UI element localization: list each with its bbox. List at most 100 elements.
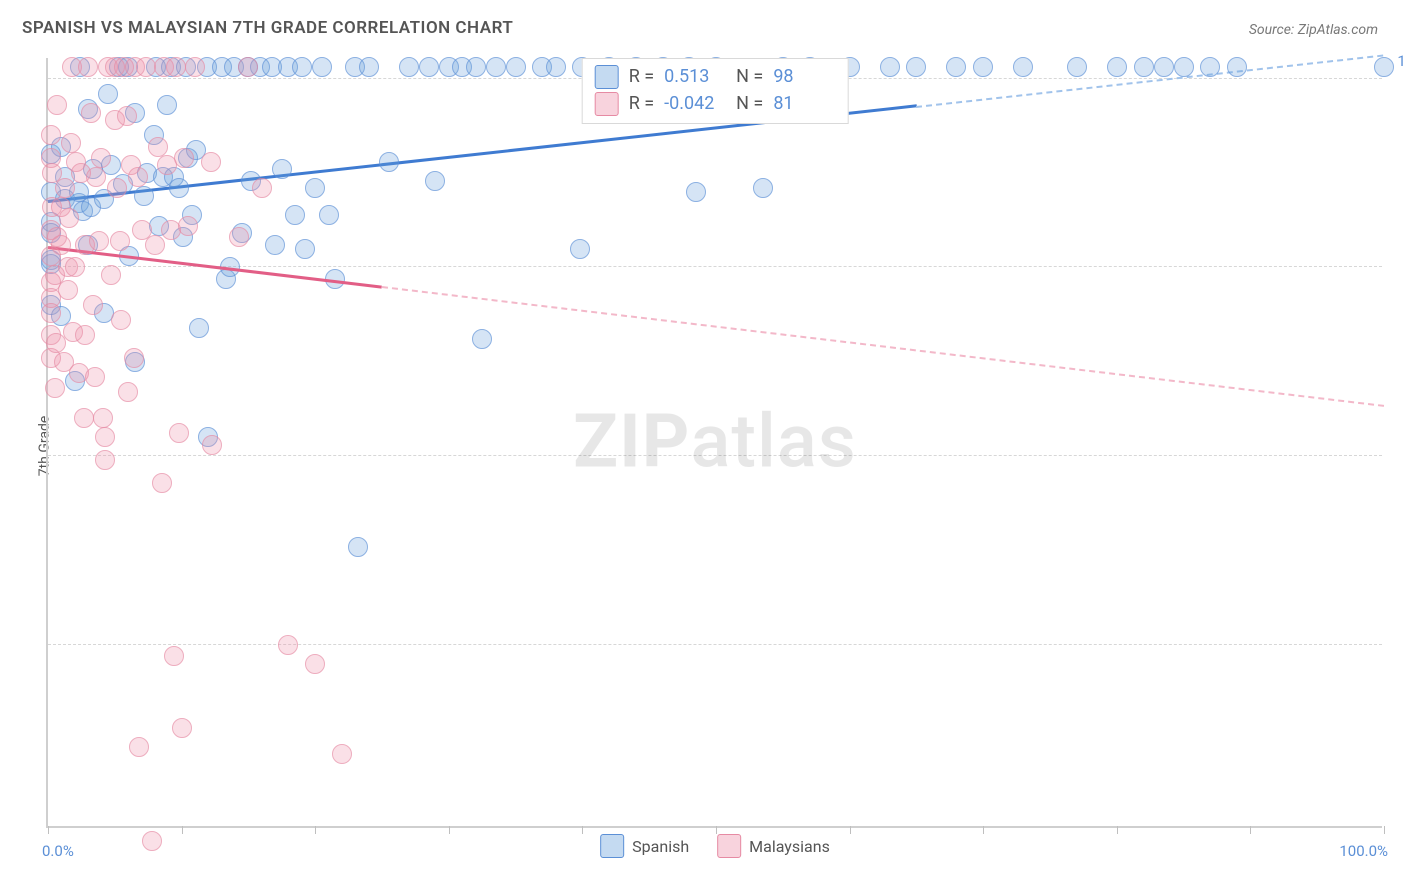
scatter-point: [148, 137, 168, 157]
scatter-point: [1227, 57, 1247, 77]
scatter-point: [1154, 57, 1174, 77]
x-tick: [48, 826, 49, 834]
n-value-spanish: 98: [773, 63, 835, 90]
scatter-point: [1174, 57, 1194, 77]
scatter-point: [65, 257, 85, 277]
legend-item-spanish: Spanish: [600, 834, 689, 858]
swatch-malaysian-icon: [717, 834, 741, 858]
scatter-point: [93, 408, 113, 428]
scatter-point: [466, 57, 486, 77]
scatter-point: [78, 57, 98, 77]
x-tick: [182, 826, 183, 834]
scatter-point: [58, 280, 78, 300]
scatter-point: [185, 57, 205, 77]
scatter-point: [74, 408, 94, 428]
r-value-spanish: 0.513: [664, 63, 726, 90]
scatter-point: [1374, 57, 1394, 77]
scatter-point: [75, 325, 95, 345]
scatter-point: [91, 148, 111, 168]
scatter-point: [169, 178, 189, 198]
x-tick: [983, 826, 984, 834]
scatter-point: [142, 831, 162, 851]
chart-title: SPANISH VS MALAYSIAN 7TH GRADE CORRELATI…: [22, 18, 513, 38]
scatter-point: [134, 186, 154, 206]
x-tick: [1117, 826, 1118, 834]
scatter-point: [55, 178, 75, 198]
scatter-point: [41, 125, 61, 145]
scatter-point: [305, 178, 325, 198]
scatter-point: [110, 231, 130, 251]
r-label: R =: [629, 63, 654, 90]
scatter-point: [686, 182, 706, 202]
scatter-point: [570, 239, 590, 259]
chart-source: Source: ZipAtlas.com: [1249, 22, 1378, 38]
scatter-point: [1107, 57, 1127, 77]
scatter-point: [172, 718, 192, 738]
scatter-point: [169, 423, 189, 443]
y-tick-label: 100.0%: [1397, 52, 1406, 70]
gridline: [48, 644, 1382, 645]
scatter-point: [880, 57, 900, 77]
scatter-point: [425, 171, 445, 191]
scatter-point: [348, 537, 368, 557]
scatter-point: [359, 57, 379, 77]
scatter-point: [145, 235, 165, 255]
x-tick: [449, 826, 450, 834]
scatter-point: [166, 57, 186, 77]
swatch-spanish-icon: [600, 834, 624, 858]
scatter-point: [202, 435, 222, 455]
scatter-point: [229, 227, 249, 247]
scatter-point: [107, 178, 127, 198]
gridline: [48, 266, 1382, 267]
scatter-point: [189, 318, 209, 338]
bottom-legend: Spanish Malaysians: [600, 834, 830, 858]
scatter-point: [946, 57, 966, 77]
scatter-point: [81, 103, 101, 123]
scatter-point: [238, 57, 258, 77]
x-tick: [716, 826, 717, 834]
scatter-point: [89, 231, 109, 251]
scatter-point: [178, 216, 198, 236]
scatter-point: [332, 744, 352, 764]
scatter-point: [46, 333, 66, 353]
scatter-point: [272, 159, 292, 179]
scatter-point: [95, 427, 115, 447]
legend-label-malaysian: Malaysians: [749, 837, 830, 856]
n-value-malaysian: 81: [773, 90, 835, 117]
scatter-point: [753, 178, 773, 198]
watermark-bold: ZIP: [573, 399, 690, 486]
legend-label-spanish: Spanish: [632, 837, 689, 856]
scatter-point: [164, 646, 184, 666]
gridline: [48, 455, 1382, 456]
scatter-point: [157, 95, 177, 115]
scatter-point: [86, 167, 106, 187]
scatter-point: [265, 235, 285, 255]
scatter-point: [61, 133, 81, 153]
n-label: N =: [736, 90, 763, 117]
scatter-point: [51, 235, 71, 255]
scatter-point: [83, 295, 103, 315]
n-label: N =: [736, 63, 763, 90]
scatter-point: [312, 57, 332, 77]
scatter-point: [252, 178, 272, 198]
scatter-point: [399, 57, 419, 77]
scatter-point: [98, 84, 118, 104]
scatter-point: [973, 57, 993, 77]
scatter-point: [472, 329, 492, 349]
scatter-point: [201, 152, 221, 172]
trendline: [382, 286, 1384, 407]
scatter-point: [506, 57, 526, 77]
r-value-malaysian: -0.042: [664, 90, 726, 117]
legend-stats-row: R = 0.513 N = 98: [595, 63, 836, 90]
swatch-malaysian-icon: [595, 92, 619, 116]
x-axis-min-label: 0.0%: [42, 842, 74, 860]
scatter-point: [305, 654, 325, 674]
x-tick: [582, 826, 583, 834]
scatter-point: [906, 57, 926, 77]
scatter-point: [118, 382, 138, 402]
x-tick: [315, 826, 316, 834]
watermark-rest: atlas: [690, 399, 856, 486]
scatter-point: [546, 57, 566, 77]
scatter-point: [101, 265, 121, 285]
scatter-point: [1200, 57, 1220, 77]
